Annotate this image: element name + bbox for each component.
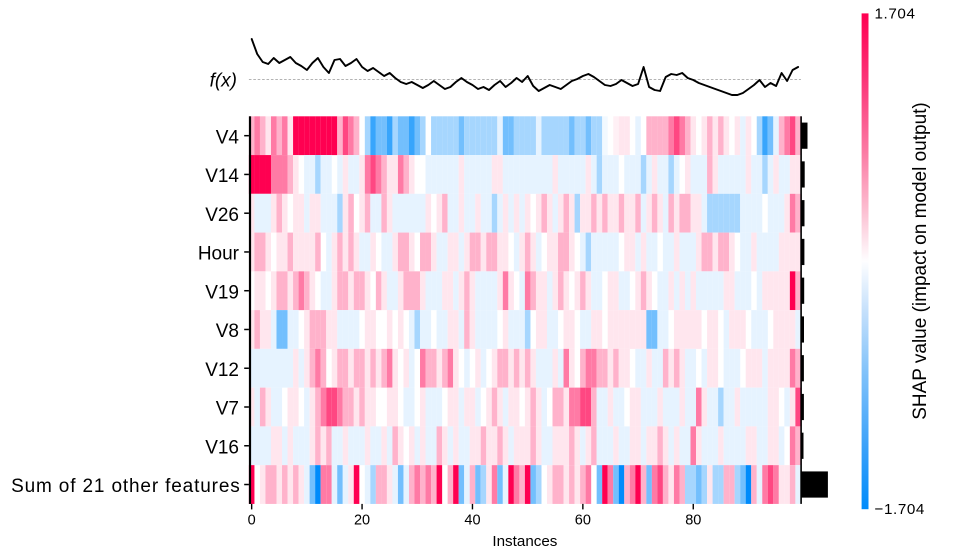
svg-text:60: 60 [575,513,591,529]
svg-text:Sum of 21 other features: Sum of 21 other features [11,476,241,497]
svg-text:f(x): f(x) [210,70,237,91]
svg-text:Hour: Hour [198,244,240,265]
svg-text:−1.704: −1.704 [875,501,925,518]
svg-text:V7: V7 [216,399,239,420]
svg-text:V16: V16 [205,437,239,458]
svg-text:V14: V14 [205,166,239,187]
svg-text:20: 20 [354,513,370,529]
svg-text:0: 0 [248,513,256,529]
svg-text:V8: V8 [216,321,239,342]
svg-text:40: 40 [464,513,480,529]
svg-text:80: 80 [685,513,701,529]
svg-text:Instances: Instances [492,533,557,550]
svg-text:V26: V26 [205,205,239,226]
svg-text:SHAP value (impact on model ou: SHAP value (impact on model output) [910,102,931,420]
svg-text:V12: V12 [205,360,239,381]
svg-text:1.704: 1.704 [875,5,916,22]
svg-text:V4: V4 [216,127,240,148]
svg-text:V19: V19 [205,282,239,303]
